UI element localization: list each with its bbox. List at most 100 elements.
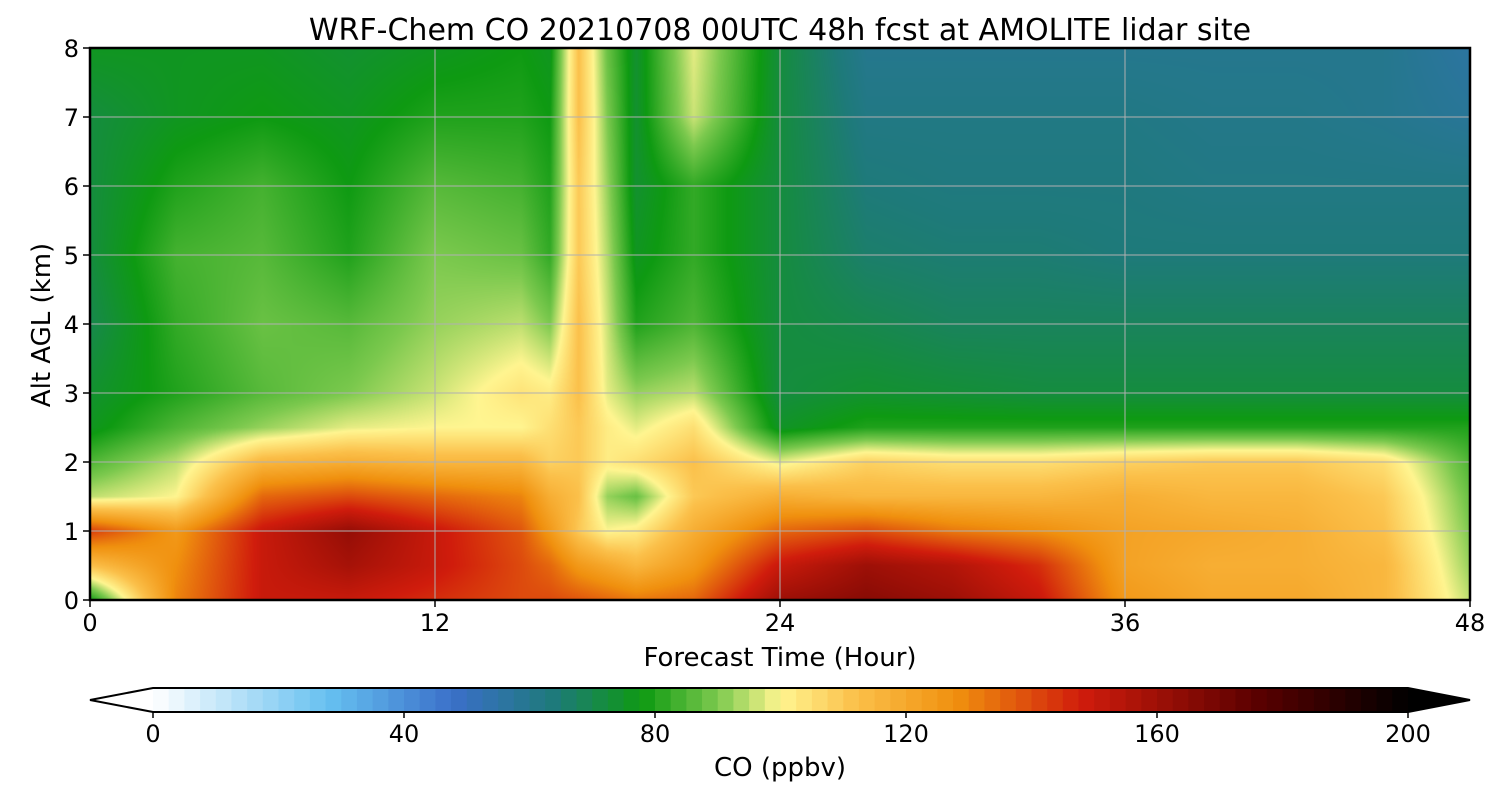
colorbar-bin xyxy=(1141,688,1158,712)
colorbar-bin xyxy=(1204,688,1221,712)
colorbar-bin xyxy=(1109,688,1127,712)
colorbar-bin xyxy=(764,688,782,712)
colorbar-bin xyxy=(215,688,233,712)
y-tick-label: 8 xyxy=(64,35,79,63)
colorbar-bin xyxy=(1157,688,1174,712)
colorbar-bin xyxy=(1062,688,1080,712)
colorbar-tick-label: 40 xyxy=(389,720,420,748)
y-tick-label: 6 xyxy=(64,173,79,201)
colorbar-bin xyxy=(670,688,687,712)
colorbar-bin xyxy=(984,688,1001,712)
colorbar-bin xyxy=(733,688,750,712)
colorbar-bin xyxy=(529,688,546,712)
y-tick-label: 7 xyxy=(64,104,79,132)
colorbar-bin xyxy=(702,688,719,712)
colorbar-bin xyxy=(843,688,860,712)
colorbar-bin xyxy=(372,688,389,712)
colorbar-bin xyxy=(576,688,593,712)
colorbar-bin xyxy=(560,688,578,712)
colorbar-bin xyxy=(1047,688,1064,712)
colorbar-bin xyxy=(1313,688,1331,712)
y-tick-label: 5 xyxy=(64,242,79,270)
colorbar-bin xyxy=(953,688,970,712)
colorbar-bin xyxy=(419,688,436,712)
colorbar-bin xyxy=(1360,688,1378,712)
colorbar-bin xyxy=(200,688,217,712)
colorbar-bin xyxy=(435,688,452,712)
colorbar-bin xyxy=(592,688,609,712)
colorbar-bin xyxy=(262,688,280,712)
colorbar-tick-label: 160 xyxy=(1134,720,1180,748)
x-axis-label: Forecast Time (Hour) xyxy=(643,643,916,673)
x-tick-label: 48 xyxy=(1455,609,1486,637)
colorbar-bin xyxy=(655,688,672,712)
colorbar-tick-label: 200 xyxy=(1385,720,1431,748)
colorbar-bin xyxy=(1235,688,1252,712)
colorbar-bin xyxy=(827,688,844,712)
colorbar-bin xyxy=(921,688,938,712)
colorbar-bin xyxy=(717,688,735,712)
colorbar-bin xyxy=(545,688,562,712)
x-tick-label: 24 xyxy=(765,609,796,637)
colorbar-bin xyxy=(1031,688,1048,712)
colorbar-tick-label: 120 xyxy=(883,720,929,748)
x-axis: 0 12 24 36 48 xyxy=(82,600,1485,637)
y-axis: 0 1 2 3 4 5 6 7 8 xyxy=(64,35,90,615)
colorbar-bin xyxy=(168,688,185,712)
chart-title: WRF-Chem CO 20210708 00UTC 48h fcst at A… xyxy=(309,13,1251,48)
colorbar-bin xyxy=(906,688,923,712)
colorbar-bin xyxy=(1172,688,1189,712)
colorbar-bin xyxy=(1094,688,1111,712)
x-tick-label: 12 xyxy=(420,609,451,637)
colorbar-tick-label: 80 xyxy=(640,720,671,748)
colorbar-bin xyxy=(1000,688,1017,712)
colorbar-bin xyxy=(325,688,342,712)
y-axis-label: Alt AGL (km) xyxy=(27,243,57,407)
y-tick-label: 2 xyxy=(64,449,79,477)
x-tick-label: 0 xyxy=(82,609,97,637)
colorbar-bin xyxy=(1188,688,1205,712)
colorbar-bin xyxy=(482,688,499,712)
y-tick-label: 3 xyxy=(64,380,79,408)
colorbar-bin xyxy=(278,688,295,712)
colorbar-bin xyxy=(1078,688,1095,712)
colorbar-bin xyxy=(639,688,656,712)
colorbar-bin xyxy=(1392,688,1409,712)
colorbar-bin xyxy=(247,688,264,712)
colorbar-bin xyxy=(796,688,813,712)
colorbar-bin xyxy=(451,688,468,712)
colorbar-bin xyxy=(294,688,311,712)
colorbar-bin xyxy=(1345,688,1362,712)
colorbar-bin xyxy=(184,688,201,712)
colorbar-tick-label: 0 xyxy=(145,720,160,748)
colorbar-bin xyxy=(1219,688,1237,712)
colorbar-bin xyxy=(1266,688,1284,712)
colorbar-bin xyxy=(466,688,484,712)
colorbar-bin xyxy=(780,688,797,712)
colorbar-bin xyxy=(1015,688,1033,712)
colorbar-bin xyxy=(1376,688,1393,712)
colorbar-bin xyxy=(231,688,248,712)
colorbar-bin xyxy=(341,688,358,712)
colorbar-bin xyxy=(498,688,515,712)
colorbar: 0 40 80 120 160 200 xyxy=(89,687,1471,748)
colorbar-bin xyxy=(811,688,829,712)
colorbar-bin xyxy=(513,688,531,712)
colorbar-bin xyxy=(749,688,766,712)
colorbar-bin xyxy=(607,688,625,712)
colorbar-bin xyxy=(686,688,703,712)
colorbar-label: CO (ppbv) xyxy=(714,753,846,783)
colorbar-bin xyxy=(1125,688,1142,712)
colorbar-bin xyxy=(968,688,986,712)
colorbar-bin xyxy=(1282,688,1299,712)
y-tick-label: 0 xyxy=(64,587,79,615)
colorbar-bin xyxy=(388,688,405,712)
colorbar-bin xyxy=(1298,688,1315,712)
colorbar-bin xyxy=(890,688,907,712)
colorbar-extend-high xyxy=(1408,688,1470,712)
colorbar-bin xyxy=(309,688,327,712)
colorbar-extend-low xyxy=(90,688,153,712)
colorbar-bin xyxy=(937,688,954,712)
colorbar-bin xyxy=(1329,688,1346,712)
